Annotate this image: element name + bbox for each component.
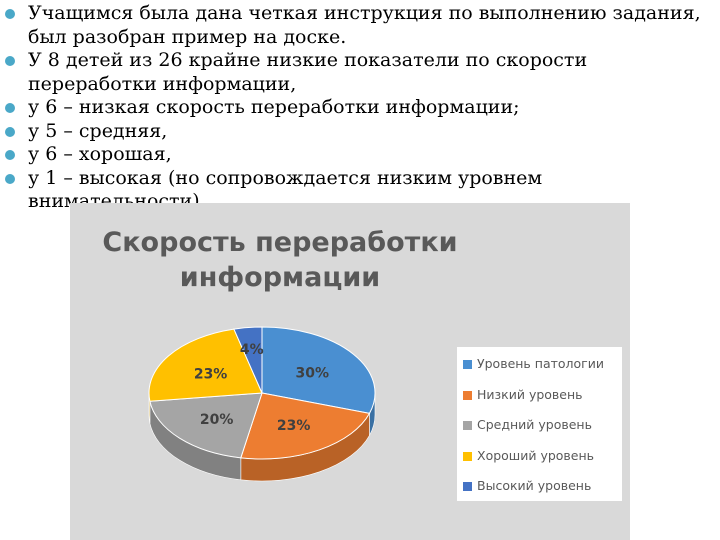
bullet-item: у 6 – хорошая, (0, 143, 720, 167)
bullet-text: у 6 – низкая скорость переработки информ… (28, 96, 520, 118)
bullet-text: У 8 детей из 26 крайне низкие показатели… (28, 49, 588, 95)
legend-label: Высокий уровень (477, 478, 592, 493)
legend-label: Уровень патологии (477, 356, 604, 371)
legend-label: Средний уровень (477, 417, 592, 432)
bullet-dot-icon (5, 9, 15, 19)
pie-chart-card: Скорость переработки информации 30% 23% 20… (70, 203, 630, 540)
legend-swatch (463, 451, 472, 461)
bullet-item: У 8 детей из 26 крайне низкие показатели… (0, 49, 720, 96)
bullet-text: у 5 – средняя, (28, 119, 168, 142)
pie-slice-1 (261, 326, 376, 414)
pie-slice-3 (149, 392, 263, 459)
chart-legend: Уровень патологии Низкий уровень Средний у… (457, 347, 622, 501)
bullet-dot-icon (5, 56, 15, 66)
legend-swatch (463, 482, 472, 491)
pie-slice-5 (233, 326, 263, 394)
legend-swatch (463, 421, 472, 430)
legend-swatch (463, 360, 472, 369)
bullet-dot-icon (5, 103, 15, 113)
data-label-5: 4% (240, 342, 264, 358)
chart-title: Скорость переработки информации (102, 227, 458, 293)
bullet-text: Учащимся была дана четкая инструкция по … (28, 2, 701, 48)
pie-slice-4 (148, 328, 263, 402)
legend-swatch (463, 390, 472, 400)
legend-label: Хороший уровень (477, 447, 595, 463)
bullet-list: Учащимся была дана четкая инструкция по … (0, 2, 720, 214)
pie-chart: 30% 23% 20% 23% 4% (148, 326, 376, 482)
data-label-2: 23% (277, 418, 311, 434)
bullet-dot-icon (5, 126, 15, 137)
bullet-dot-icon (5, 173, 15, 184)
bullet-item: Учащимся была дана четкая инструкция по … (0, 2, 720, 49)
data-label-1: 30% (296, 366, 330, 382)
data-label-4: 23% (194, 367, 228, 383)
data-label-3: 20% (200, 412, 234, 428)
legend-label: Низкий уровень (477, 386, 583, 402)
pie-slice-2 (240, 392, 371, 460)
bullet-dot-icon (5, 150, 15, 160)
bullet-item: у 6 – низкая скорость переработки информ… (0, 96, 720, 120)
bullet-item: у 5 – средняя, (0, 120, 720, 144)
bullet-text: у 6 – хорошая, (28, 143, 172, 165)
